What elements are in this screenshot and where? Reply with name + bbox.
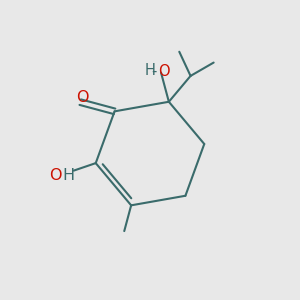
Text: H: H — [62, 168, 74, 183]
Text: O: O — [50, 168, 62, 183]
Text: O: O — [76, 90, 88, 105]
Text: O: O — [158, 64, 170, 79]
Text: -: - — [151, 63, 157, 78]
Text: H: H — [144, 63, 155, 78]
